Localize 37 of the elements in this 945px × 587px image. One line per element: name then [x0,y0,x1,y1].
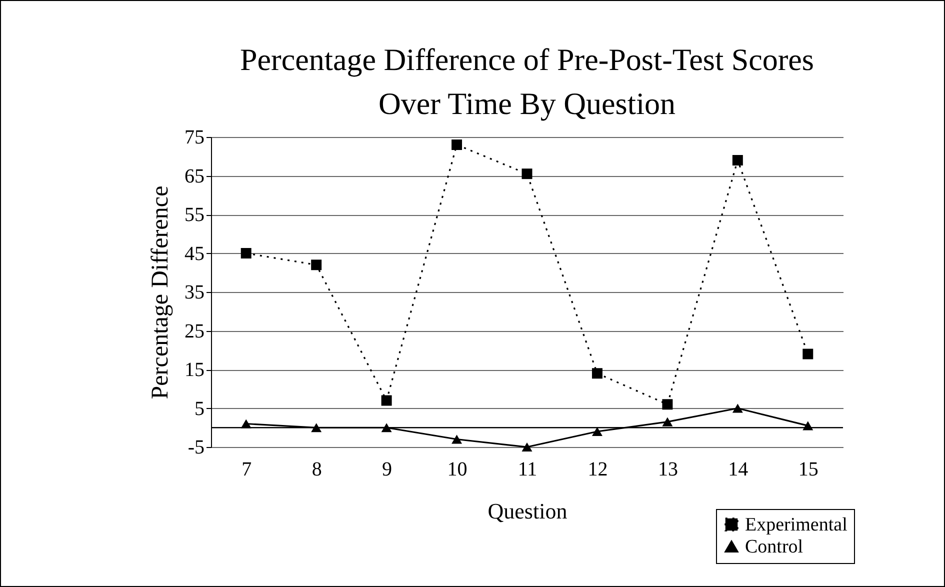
y-tick-label: 45 [184,242,204,265]
y-tick-label: 65 [184,165,204,188]
point [522,442,532,452]
point [452,140,462,150]
x-tick-label: 9 [382,458,392,480]
point [732,155,743,166]
x-tick-label: 7 [242,458,252,480]
point [522,168,532,180]
legend-label: Control [745,536,804,558]
point [592,426,602,436]
point [802,348,814,360]
point [732,404,743,413]
x-tick-label: 8 [312,458,322,480]
y-tick-label: 5 [194,398,204,420]
y-axis-title: Percentage Difference [148,186,174,400]
legend-label: Experimental [745,514,848,536]
x-axis-title: Question [488,498,568,524]
x-tick-label: 14 [728,458,748,480]
chart-title: Percentage Difference of Pre-Post-Test Scores Over Time By Question [240,42,814,121]
point [662,399,673,410]
point [240,248,252,258]
x-tick-label: 15 [798,458,818,480]
point [592,368,602,379]
y-tick-label: 55 [184,204,204,226]
y-tick-label: 35 [184,282,204,304]
x-tick-label: 12 [588,458,608,480]
point [381,395,392,406]
y-tick-label: 25 [184,320,204,342]
point [452,434,462,444]
x-tick-label: 10 [447,458,468,480]
point [662,417,673,426]
x-tick-label: 11 [518,458,538,480]
x-tick-label: 13 [658,458,678,480]
y-tick-label: 75 [184,126,204,148]
y-tick-label: 15 [184,359,204,381]
point [311,260,322,270]
y-tick-label: -5 [188,436,204,458]
